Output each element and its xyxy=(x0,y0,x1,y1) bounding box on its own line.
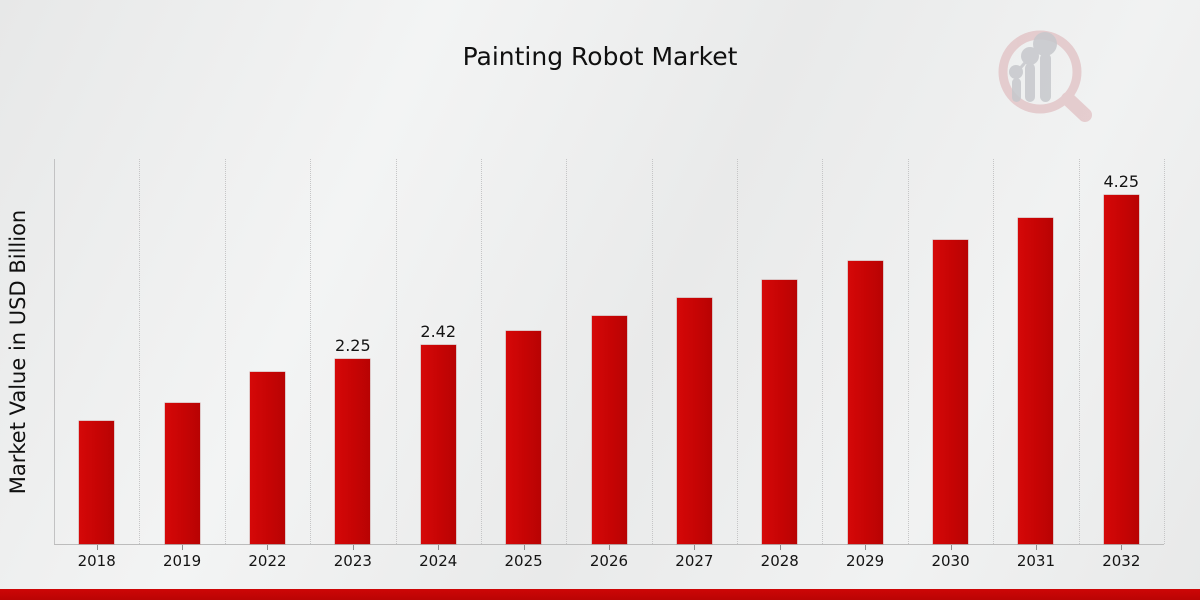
bottom-accent-strip xyxy=(0,589,1200,600)
x-axis-label: 2026 xyxy=(589,552,629,570)
gridline xyxy=(224,159,226,544)
x-axis-label: 2028 xyxy=(760,552,799,570)
x-axis-tick xyxy=(438,545,440,550)
gridline xyxy=(139,159,141,544)
bar-2029 xyxy=(847,261,883,544)
x-axis-label: 2022 xyxy=(248,552,287,570)
x-axis-tick xyxy=(267,545,269,550)
gridline xyxy=(1164,159,1165,544)
gridline xyxy=(566,159,568,544)
x-axis-tick xyxy=(779,545,781,550)
bar-value-label: 4.25 xyxy=(1103,172,1140,191)
gridline xyxy=(395,159,397,544)
bar-value-label: 2.42 xyxy=(420,322,457,341)
x-axis-label: 2029 xyxy=(846,552,885,570)
gridline xyxy=(907,159,909,544)
x-axis-tick xyxy=(523,545,525,550)
x-axis-label: 2031 xyxy=(1016,552,1055,570)
market-research-magnifier-logo-icon xyxy=(998,30,1092,122)
plot-area: 2018 2019 2022 2.25 2023 2.42 2024 2025 2026 2027… xyxy=(54,159,1165,570)
x-axis-label: 2032 xyxy=(1102,552,1141,570)
bar-2026 xyxy=(591,316,627,544)
bar-2031 xyxy=(1018,218,1054,544)
bar-2032 xyxy=(1103,195,1139,544)
bar-2018 xyxy=(79,421,115,544)
x-axis-label: 2025 xyxy=(504,552,543,570)
bar-2030 xyxy=(933,240,969,544)
gridline xyxy=(480,159,482,544)
x-axis-label: 2023 xyxy=(333,552,372,570)
x-axis-tick xyxy=(352,545,354,550)
x-axis-tick xyxy=(96,545,98,550)
y-axis-line xyxy=(54,159,55,544)
bar-2028 xyxy=(762,280,798,544)
x-axis-label: 2027 xyxy=(675,552,714,570)
x-axis-tick xyxy=(1121,545,1123,550)
gridline xyxy=(1078,159,1080,544)
gridline xyxy=(822,159,824,544)
x-axis-tick xyxy=(182,545,184,550)
gridline xyxy=(737,159,739,544)
chart-title: Painting Robot Market xyxy=(462,42,738,71)
gridline xyxy=(651,159,653,544)
bar-2019 xyxy=(164,403,200,544)
x-axis-label: 2018 xyxy=(77,552,116,570)
x-axis-tick xyxy=(1035,545,1037,550)
x-axis-label: 2019 xyxy=(162,552,202,570)
x-axis-tick xyxy=(609,545,610,550)
bar-2022 xyxy=(249,372,285,544)
x-axis-tick xyxy=(865,545,867,550)
x-axis-tick xyxy=(950,545,952,550)
bar-2025 xyxy=(506,331,542,544)
y-axis-title: Market Value in USD Billion xyxy=(6,209,30,495)
x-axis-label: 2024 xyxy=(419,552,458,570)
bar-2027 xyxy=(676,298,712,544)
bar-value-label: 2.25 xyxy=(335,336,371,355)
gridline xyxy=(310,159,312,544)
gridline xyxy=(993,159,995,544)
bar-2024 xyxy=(420,345,456,544)
bar-2023 xyxy=(335,359,371,544)
x-axis-tick xyxy=(694,545,696,550)
x-axis-label: 2030 xyxy=(931,552,970,570)
